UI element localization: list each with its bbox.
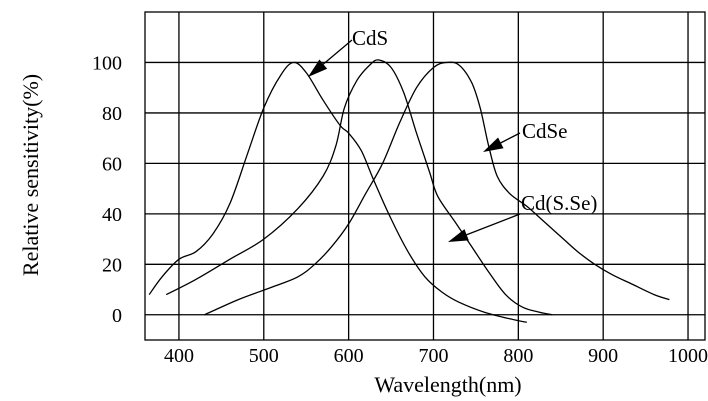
series-line-cds — [148, 61, 527, 323]
annotation-cd-s-se: Cd(S.Se) — [521, 191, 597, 215]
arrow-head — [448, 229, 469, 242]
x-axis-label: Wavelength(nm) — [374, 372, 521, 397]
annotation-cdse: CdSe — [522, 119, 568, 143]
x-tick-label: 400 — [164, 345, 194, 367]
annotation-arrow — [500, 132, 521, 144]
tick-labels: 400 500 600 700 800 900 1000 0 20 40 60 80 100 — [92, 52, 708, 367]
x-tick-label: 900 — [588, 345, 618, 367]
arrow-head — [308, 59, 328, 77]
x-tick-label: 600 — [334, 345, 364, 367]
y-tick-label: 20 — [102, 254, 122, 276]
y-tick-label: 40 — [102, 204, 122, 226]
plot-frame — [144, 11, 706, 341]
x-tick-label: 800 — [503, 345, 533, 367]
annotations: CdS CdSe Cd(S.Se) — [308, 26, 597, 242]
annotation-arrow — [466, 213, 521, 236]
y-tick-label: 0 — [112, 305, 122, 327]
x-tick-label: 1000 — [668, 345, 708, 367]
y-tick-label: 60 — [102, 153, 122, 175]
x-tick-label: 700 — [418, 345, 448, 367]
y-tick-label: 100 — [92, 52, 122, 74]
grid — [144, 11, 706, 341]
annotation-arrow — [322, 39, 353, 65]
arrow-head — [483, 137, 504, 152]
y-tick-label: 80 — [102, 103, 122, 125]
y-axis-label: Relative sensitivity(%) — [18, 74, 43, 276]
x-tick-label: 500 — [249, 345, 279, 367]
series-line-cd-s-se — [204, 61, 670, 316]
series-curves — [148, 59, 670, 323]
series-line-cdse — [165, 59, 553, 316]
annotation-cds: CdS — [352, 26, 388, 50]
